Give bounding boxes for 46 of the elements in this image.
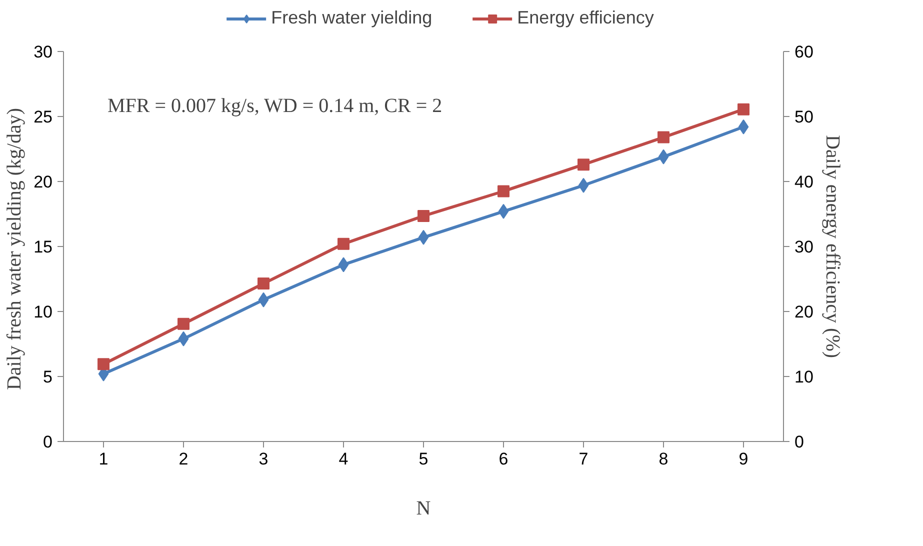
x-tick-label: 8 [658,450,668,468]
y2-axis-title: Daily energy efficiency (%) [821,134,844,358]
legend-label: Energy efficiency [517,8,654,28]
y2-tick-label: 20 [794,302,814,322]
y-axis-title: Daily fresh water yielding (kg/day) [4,108,26,390]
point [98,358,110,370]
x-tick-label: 7 [578,450,588,468]
point [658,149,669,164]
point [578,178,589,193]
point [738,103,750,116]
x-tick-label: 9 [738,450,748,468]
y-tick-label: 5 [43,368,53,386]
point [178,331,189,346]
x-tick-label: 4 [338,450,348,468]
point [178,318,190,330]
point [338,238,350,250]
y2-tick-label: 10 [794,368,814,386]
y2-tick-label: 40 [794,172,814,192]
x-axis-title: N [416,498,431,520]
point [418,230,429,245]
point [418,210,430,222]
y2-tick-label: 0 [794,432,804,452]
point [258,278,270,290]
point [498,204,509,219]
y2-tick-label: 30 [794,238,814,256]
x-tick-label: 6 [498,450,508,468]
y-tick-label: 30 [34,42,53,62]
x-tick-label: 3 [258,450,268,468]
y2-tick-label: 60 [794,42,814,62]
point [658,131,670,144]
legend-label: Fresh water yielding [271,8,432,28]
point [338,257,349,272]
point [578,158,590,171]
point [738,119,749,134]
point [498,185,510,198]
y-tick-label: 0 [43,432,53,452]
annotation: MFR = 0.007 kg/s, WD = 0.14 m, CR = 2 [108,95,442,118]
y-tick-label: 25 [34,108,53,126]
y-tick-label: 20 [34,172,53,192]
x-tick-label: 2 [178,450,188,468]
y-tick-label: 10 [34,302,53,322]
x-tick-label: 5 [418,450,428,468]
point [258,292,269,308]
y2-tick-label: 50 [794,108,814,126]
x-tick-label: 1 [98,450,108,468]
y-tick-label: 15 [34,238,53,256]
